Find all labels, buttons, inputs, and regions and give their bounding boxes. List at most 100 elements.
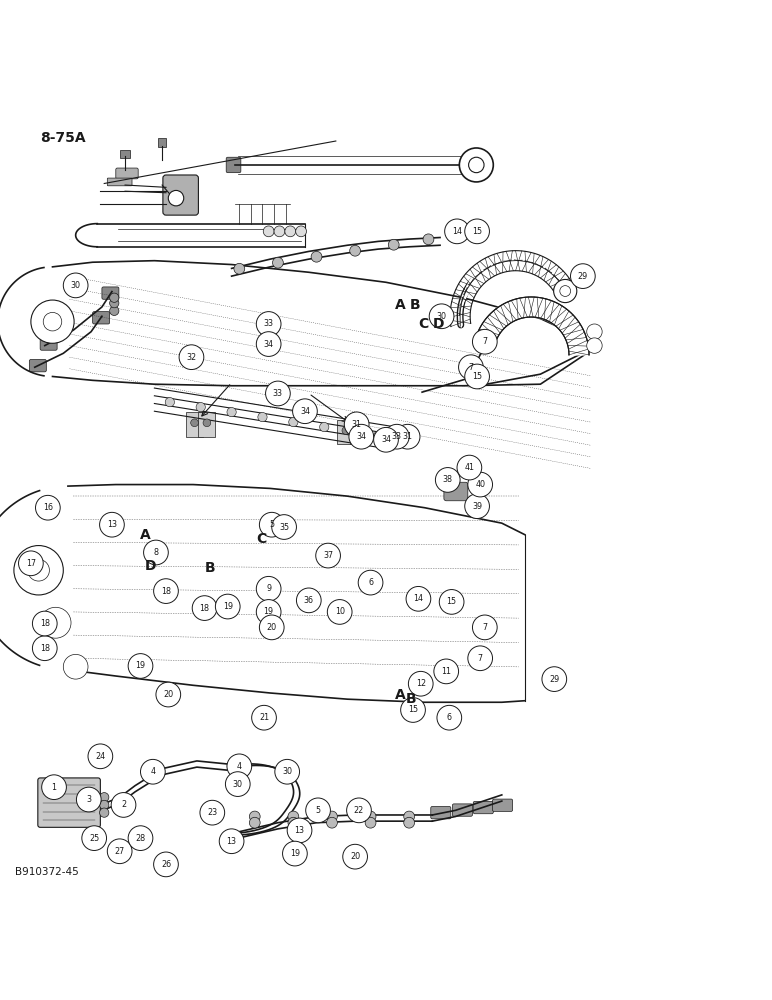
Text: 30: 30 <box>283 767 292 776</box>
Text: 1: 1 <box>52 783 56 792</box>
Text: 29: 29 <box>549 675 560 684</box>
Circle shape <box>288 817 299 828</box>
Text: 38: 38 <box>443 475 452 484</box>
Text: 18: 18 <box>161 587 171 596</box>
Text: 34: 34 <box>357 432 366 441</box>
Circle shape <box>141 759 165 784</box>
Circle shape <box>571 264 595 288</box>
Text: 6: 6 <box>447 713 452 722</box>
Circle shape <box>275 759 300 784</box>
Circle shape <box>587 338 602 353</box>
Text: A: A <box>140 528 151 542</box>
Circle shape <box>192 596 217 620</box>
FancyBboxPatch shape <box>473 801 493 814</box>
Text: C: C <box>256 532 266 546</box>
Circle shape <box>429 304 454 329</box>
Circle shape <box>342 427 350 434</box>
Text: 13: 13 <box>295 826 304 835</box>
Circle shape <box>350 245 361 256</box>
Text: 31: 31 <box>352 420 361 429</box>
Circle shape <box>154 852 178 877</box>
Circle shape <box>365 817 376 828</box>
Circle shape <box>259 615 284 640</box>
Text: 30: 30 <box>437 312 446 321</box>
Circle shape <box>445 219 469 244</box>
FancyBboxPatch shape <box>186 412 203 437</box>
Text: 11: 11 <box>442 667 451 676</box>
Text: 30: 30 <box>71 281 80 290</box>
Circle shape <box>293 399 317 424</box>
Text: 19: 19 <box>263 607 274 616</box>
Text: 16: 16 <box>43 503 52 512</box>
Text: 8: 8 <box>154 548 158 557</box>
Circle shape <box>365 811 376 822</box>
Circle shape <box>457 455 482 480</box>
Circle shape <box>435 468 460 492</box>
Circle shape <box>156 682 181 707</box>
Circle shape <box>404 817 415 828</box>
Circle shape <box>459 355 483 380</box>
Text: 35: 35 <box>279 523 290 532</box>
Circle shape <box>215 594 240 619</box>
Circle shape <box>249 817 260 828</box>
Circle shape <box>316 543 340 568</box>
Text: 33: 33 <box>273 389 283 398</box>
Text: 37: 37 <box>323 551 334 560</box>
Text: B: B <box>410 298 421 312</box>
Text: 18: 18 <box>200 604 209 613</box>
Text: 15: 15 <box>472 227 482 236</box>
Text: 23: 23 <box>207 808 218 817</box>
Text: 34: 34 <box>300 407 310 416</box>
Text: 30: 30 <box>233 780 242 789</box>
Circle shape <box>354 427 362 434</box>
Circle shape <box>88 744 113 769</box>
Circle shape <box>110 299 119 308</box>
FancyBboxPatch shape <box>102 287 119 299</box>
Text: 39: 39 <box>472 502 482 511</box>
Text: 13: 13 <box>227 837 236 846</box>
Circle shape <box>273 257 283 268</box>
FancyBboxPatch shape <box>163 175 198 215</box>
Circle shape <box>408 671 433 696</box>
Text: 33: 33 <box>264 319 273 328</box>
Circle shape <box>225 772 250 796</box>
Circle shape <box>249 811 260 822</box>
Circle shape <box>14 546 63 595</box>
Text: 8-75A: 8-75A <box>40 131 86 145</box>
FancyBboxPatch shape <box>116 168 138 179</box>
Text: 21: 21 <box>259 713 269 722</box>
FancyBboxPatch shape <box>107 178 132 186</box>
Text: 20: 20 <box>163 690 174 699</box>
Circle shape <box>395 424 420 449</box>
FancyBboxPatch shape <box>493 799 513 811</box>
Text: A: A <box>394 688 405 702</box>
Text: 15: 15 <box>472 372 482 381</box>
Circle shape <box>36 495 60 520</box>
FancyBboxPatch shape <box>226 157 241 173</box>
Circle shape <box>472 329 497 354</box>
FancyBboxPatch shape <box>198 412 215 437</box>
Circle shape <box>344 412 369 437</box>
Circle shape <box>179 345 204 370</box>
Circle shape <box>219 829 244 854</box>
Circle shape <box>287 818 312 843</box>
Circle shape <box>384 424 409 449</box>
Circle shape <box>560 286 571 296</box>
Text: 5: 5 <box>316 806 320 815</box>
Circle shape <box>196 402 205 412</box>
Circle shape <box>465 364 489 389</box>
Text: 22: 22 <box>354 806 364 815</box>
Circle shape <box>165 397 174 407</box>
Text: 4: 4 <box>151 767 155 776</box>
Circle shape <box>542 667 567 691</box>
Circle shape <box>401 698 425 722</box>
Text: 4: 4 <box>237 762 242 771</box>
FancyBboxPatch shape <box>40 338 57 350</box>
Text: D: D <box>145 559 156 573</box>
Circle shape <box>107 839 132 864</box>
Circle shape <box>437 705 462 730</box>
Text: B910372-45: B910372-45 <box>15 867 80 877</box>
Circle shape <box>63 273 88 298</box>
Text: A: A <box>394 298 405 312</box>
Circle shape <box>259 512 284 537</box>
